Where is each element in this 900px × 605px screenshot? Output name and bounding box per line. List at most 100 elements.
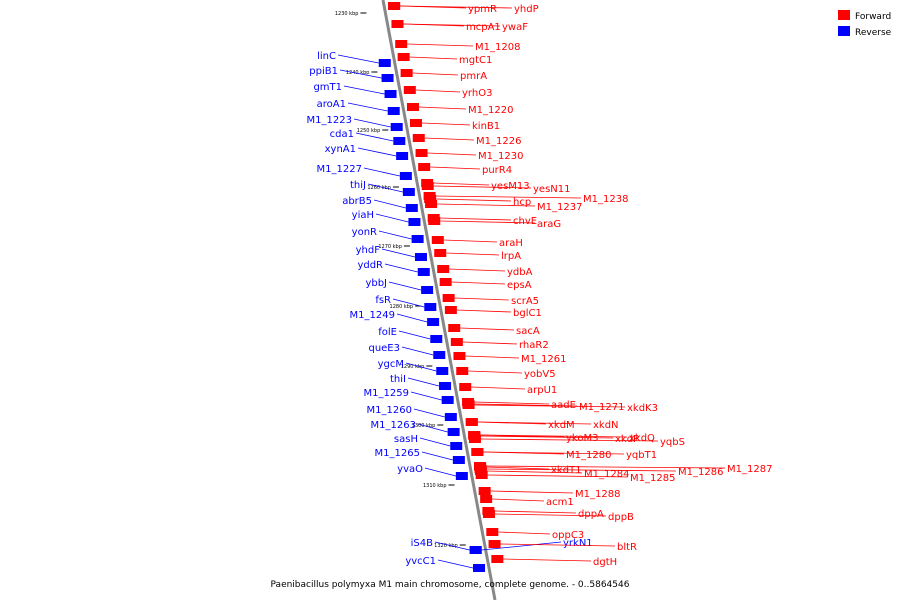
forward-gene-leader [498, 531, 551, 535]
forward-gene-ypmr: ypmR [388, 2, 497, 15]
scale-tick-label: 1320 kbp [434, 543, 458, 549]
scale-tick-label: 1270 kbp [378, 244, 402, 250]
forward-gene-block [442, 294, 455, 302]
forward-gene-label: dppA [578, 509, 604, 520]
forward-gene-block [397, 53, 410, 61]
forward-gene-leader [427, 152, 477, 156]
forward-gene-label: arpU1 [527, 385, 557, 396]
forward-gene-label: M1_1287 [727, 464, 772, 475]
forward-gene-block [391, 20, 404, 28]
forward-gene-block [462, 401, 475, 409]
forward-gene-saca: sacA [448, 324, 540, 337]
reverse-gene-leader [398, 330, 431, 340]
forward-gene-m1-1220: M1_1220 [406, 103, 513, 116]
reverse-strand-features: linC ppiB1 gmT1 aroA1 M1_1223 cda1 xynA1 M1_122… [307, 51, 593, 572]
forward-gene-leader [409, 56, 458, 60]
reverse-gene-block [473, 564, 486, 572]
forward-gene-mgtc1: mgtC1 [397, 53, 492, 66]
forward-gene-chve: chvE [427, 214, 537, 227]
reverse-gene-leader [337, 54, 379, 64]
forward-gene-label: mgtC1 [459, 55, 492, 66]
scale-ticks: 1230 kbp 1240 kbp 1250 kbp 1260 kbp 1270 kbp… [335, 11, 466, 549]
reverse-gene-leader [413, 408, 445, 418]
reverse-gene-label: ygcM [378, 359, 404, 370]
forward-gene-leader [471, 386, 526, 390]
forward-gene-leader [437, 203, 536, 207]
forward-gene-leader [446, 252, 500, 256]
reverse-gene-leader [434, 541, 470, 551]
forward-gene-leader [454, 297, 510, 301]
reverse-gene-label: M1_1260 [367, 405, 412, 416]
scale-tick-label: 1260 kbp [367, 185, 391, 191]
forward-gene-block [450, 338, 463, 346]
forward-gene-leader [494, 510, 577, 514]
scale-tick-label: 1280 kbp [390, 304, 414, 310]
forward-gene-leader [440, 220, 536, 224]
legend-label-forward: Forward [855, 12, 891, 22]
forward-gene-arag: araG [428, 217, 561, 230]
scale-tick-label: 1290 kbp [401, 364, 425, 370]
forward-gene-yhdp: yhdP [388, 2, 539, 15]
reverse-gene-abrb5: abrB5 [342, 196, 418, 212]
forward-gene-block [406, 103, 419, 111]
forward-gene-leader [480, 434, 628, 438]
reverse-gene-block [393, 137, 406, 145]
reverse-gene-block [378, 59, 391, 67]
forward-gene-leader [474, 404, 626, 408]
reverse-gene-label: M1_1223 [307, 115, 352, 126]
reverse-gene-block [405, 204, 418, 212]
scale-tick: 1290 kbp [401, 364, 433, 370]
forward-gene-label: mcpA1 [466, 22, 501, 33]
reverse-gene-leader [373, 199, 406, 209]
forward-gene-label: M1_1286 [678, 467, 723, 478]
reverse-gene-label: folE [378, 327, 397, 338]
reverse-gene-label: xynA1 [325, 144, 356, 155]
forward-gene-leader [421, 122, 471, 126]
forward-gene-leader [503, 558, 592, 562]
forward-gene-block [421, 182, 434, 190]
reverse-gene-leader [347, 102, 388, 112]
reverse-gene-label: M1_1249 [350, 310, 395, 321]
reverse-gene-block [381, 74, 394, 82]
scale-tick: 1250 kbp [357, 128, 389, 134]
reverse-gene-fole: folE [378, 327, 443, 343]
reverse-gene-block [455, 472, 468, 480]
reverse-gene-label: yrkN1 [563, 538, 593, 549]
forward-gene-label: rhaR2 [519, 340, 549, 351]
reverse-gene-label: gmT1 [313, 82, 342, 93]
forward-gene-leader [443, 239, 498, 243]
forward-gene-xkdp: xkdP [468, 432, 639, 445]
reverse-gene-block [439, 382, 452, 390]
reverse-gene-label: yvaO [397, 464, 423, 475]
forward-gene-block [465, 418, 478, 426]
forward-gene-block [480, 495, 493, 503]
reverse-gene-gmt1: gmT1 [313, 82, 397, 98]
reverse-gene-label: M1_1265 [375, 448, 420, 459]
legend-label-reverse: Reverse [855, 28, 892, 38]
forward-gene-label: M1_1261 [521, 354, 566, 365]
forward-gene-label: xkdQ [629, 433, 655, 444]
forward-gene-purr4: purR4 [418, 163, 512, 176]
forward-gene-label: xkdN [593, 420, 619, 431]
forward-gene-label: M1_1280 [566, 450, 611, 461]
forward-gene-leader [456, 309, 512, 313]
reverse-gene-block [408, 218, 421, 226]
forward-gene-leader [439, 217, 512, 221]
reverse-gene-leader [396, 313, 428, 323]
forward-gene-xkdm: xkdM [465, 418, 575, 431]
forward-gene-leader [412, 72, 459, 76]
forward-gene-block [395, 40, 408, 48]
forward-gene-block [491, 555, 504, 563]
forward-gene-rhar2: rhaR2 [450, 338, 549, 351]
reverse-gene-leader [410, 391, 442, 401]
forward-gene-block [482, 510, 495, 518]
forward-gene-block [471, 448, 484, 456]
forward-gene-block [444, 306, 457, 314]
reverse-gene-block [469, 546, 482, 554]
forward-gene-dppb: dppB [482, 510, 634, 523]
forward-gene-label: yqbT1 [626, 450, 657, 461]
reverse-gene-block [411, 235, 424, 243]
forward-gene-label: yesN11 [533, 184, 571, 195]
forward-gene-block [468, 435, 481, 443]
